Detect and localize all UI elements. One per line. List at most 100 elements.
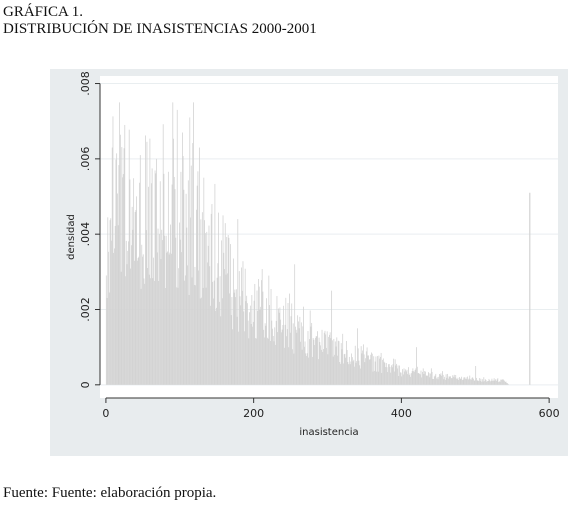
- histogram-bar: [184, 280, 186, 385]
- histogram-bar: [427, 372, 429, 385]
- histogram-bar: [317, 359, 319, 385]
- histogram-bar: [254, 283, 256, 385]
- histogram-bar: [195, 285, 197, 385]
- histogram-bar: [252, 326, 253, 385]
- histogram-bar: [196, 209, 197, 385]
- histogram-bar: [227, 235, 229, 385]
- histogram-bar: [498, 381, 500, 385]
- histogram-bar: [150, 183, 152, 385]
- histogram-bar: [346, 350, 348, 385]
- histogram-bar: [191, 277, 193, 385]
- histogram-bar: [455, 374, 457, 385]
- histogram-bar: [106, 297, 108, 385]
- histogram-bar: [447, 373, 448, 385]
- histogram-bar: [248, 338, 250, 385]
- histogram-bar: [405, 369, 406, 385]
- histogram-bar: [312, 337, 314, 385]
- histogram-bar: [430, 373, 432, 385]
- histogram-bar: [344, 353, 346, 385]
- histogram-bar: [475, 365, 477, 385]
- histogram-bar: [110, 218, 112, 385]
- histogram-bar: [165, 235, 167, 385]
- histogram-bar: [495, 379, 497, 385]
- histogram-bar: [172, 102, 174, 385]
- histogram-bar: [214, 183, 216, 385]
- histogram-bar: [174, 189, 176, 385]
- histogram-bar: [183, 189, 185, 385]
- histogram-bar: [280, 332, 282, 385]
- histogram-bar: [325, 334, 327, 385]
- histogram-bar: [478, 381, 480, 385]
- histogram-bar: [460, 378, 462, 385]
- histogram-bar: [492, 380, 494, 385]
- histogram-bar: [494, 380, 496, 385]
- histogram-bar: [301, 349, 303, 385]
- histogram-bar: [473, 378, 474, 385]
- histogram-bar: [128, 241, 129, 385]
- histogram-bar: [126, 264, 128, 385]
- histogram-bar: [435, 373, 437, 385]
- histogram-bar: [221, 298, 223, 385]
- histogram-bar: [314, 345, 316, 385]
- histogram-bar: [140, 288, 142, 385]
- histogram-bar: [360, 346, 362, 385]
- histogram-bar: [314, 338, 316, 385]
- histogram-bar: [489, 380, 491, 385]
- histogram-bar: [324, 330, 326, 385]
- histogram-bar: [334, 354, 335, 385]
- histogram-bar: [496, 379, 498, 385]
- histogram-bar: [366, 347, 368, 385]
- histogram-bar: [233, 292, 235, 385]
- histogram-bar: [487, 381, 488, 385]
- histogram-bar: [129, 179, 131, 385]
- histogram-bar: [464, 378, 466, 385]
- histogram-bar: [338, 341, 340, 385]
- histogram-bar: [470, 379, 472, 385]
- histogram-bar: [398, 376, 400, 385]
- histogram-bar: [117, 225, 119, 385]
- histogram-bar: [423, 373, 425, 385]
- histogram-bar: [170, 253, 172, 385]
- histogram-bar: [165, 288, 166, 385]
- histogram-bar: [145, 135, 146, 385]
- histogram-bar: [490, 381, 491, 385]
- histogram-bar: [507, 383, 508, 385]
- histogram-bar: [319, 342, 321, 385]
- histogram-bar: [149, 138, 151, 385]
- histogram-bar: [447, 378, 449, 385]
- histogram-bar: [458, 379, 460, 385]
- histogram-bar: [181, 252, 183, 385]
- histogram-bar: [239, 296, 241, 385]
- histogram-bar: [507, 383, 509, 385]
- histogram-bar: [360, 368, 361, 385]
- histogram-bar: [116, 153, 118, 385]
- histogram-bar: [181, 132, 183, 385]
- histogram-bar: [205, 287, 207, 385]
- histogram-bar: [399, 365, 400, 385]
- histogram-bar: [274, 327, 276, 385]
- histogram-bar: [272, 328, 273, 385]
- histogram-bar: [459, 378, 461, 385]
- histogram-bar: [242, 261, 244, 385]
- histogram-bar: [351, 357, 353, 385]
- histogram-bar: [433, 378, 434, 385]
- histogram-bar: [464, 377, 465, 385]
- histogram-bar: [321, 329, 323, 385]
- histogram-bar: [259, 309, 261, 385]
- histogram-bar: [278, 312, 280, 385]
- histogram-bar: [480, 378, 482, 385]
- histogram-bar: [123, 148, 125, 385]
- histogram-bar: [336, 337, 338, 385]
- histogram-bar: [462, 379, 464, 385]
- histogram-bar: [262, 291, 264, 385]
- histogram-bar: [150, 278, 152, 385]
- histogram-bar: [391, 365, 392, 385]
- histogram-bar: [503, 380, 505, 385]
- histogram-bar: [244, 331, 245, 385]
- histogram-bar: [271, 320, 273, 385]
- histogram-bar: [448, 376, 450, 385]
- histogram-bar: [316, 336, 318, 385]
- y-tick-label: .006: [79, 147, 92, 172]
- histogram-bar: [238, 331, 239, 385]
- histogram-bar: [161, 229, 163, 385]
